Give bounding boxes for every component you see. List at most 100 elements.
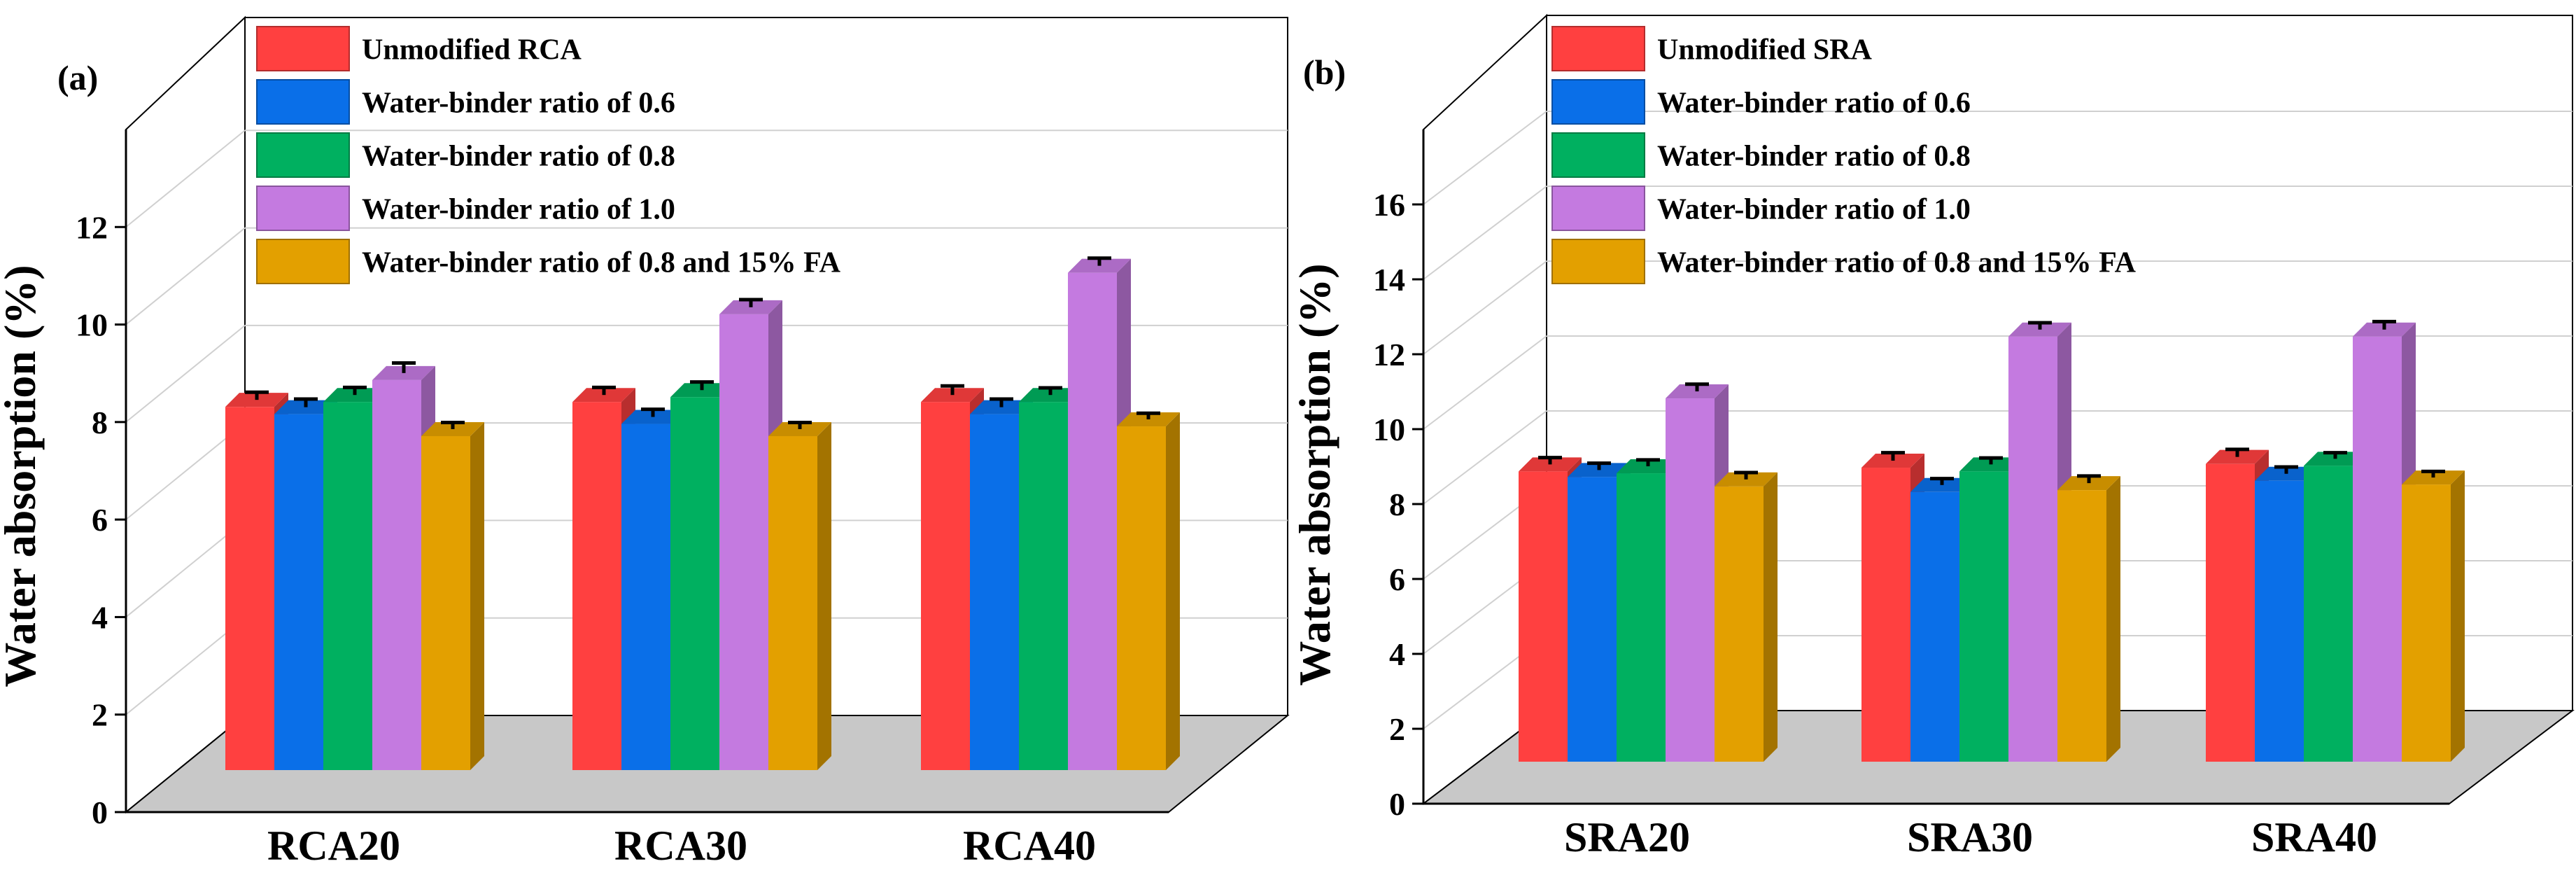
bar xyxy=(1666,398,1715,762)
gridline-side xyxy=(1423,410,1547,505)
y-tick-label: 12 xyxy=(1373,337,1405,372)
y-tick-label: 4 xyxy=(1389,636,1405,672)
y-axis-title: Water absorption (%) xyxy=(0,265,45,687)
legend-swatch xyxy=(1551,132,1645,178)
gridline-side xyxy=(125,422,246,520)
y-tick-label: 2 xyxy=(92,697,108,733)
y-tick-label: 12 xyxy=(76,209,108,245)
bar xyxy=(1959,471,2008,762)
bar-side xyxy=(1166,412,1180,770)
legend-entry: Water-binder ratio of 0.6 xyxy=(1657,88,1971,120)
y-tick-label: 14 xyxy=(1373,262,1405,298)
legend-entry: Water-binder ratio of 0.6 xyxy=(362,88,675,120)
bar xyxy=(372,379,421,770)
bar xyxy=(2206,463,2255,762)
gridline-side xyxy=(125,130,246,228)
category-label: SRA20 xyxy=(1564,814,1690,860)
legend-swatch xyxy=(256,239,350,284)
legend-entry: Water-binder ratio of 1.0 xyxy=(362,194,675,226)
y-tick-label: 6 xyxy=(1389,561,1405,597)
legend-swatch xyxy=(256,186,350,231)
legend-swatch xyxy=(1551,79,1645,125)
bar xyxy=(768,435,817,770)
bar xyxy=(225,407,274,770)
bar-side xyxy=(2451,470,2465,762)
bar xyxy=(2353,336,2402,762)
legend-swatch xyxy=(256,132,350,178)
legend-entry: Water-binder ratio of 0.8 xyxy=(362,141,675,173)
bar-group-SRA30 xyxy=(1861,321,2120,762)
gridline-side xyxy=(125,519,246,618)
legend-swatch xyxy=(1551,239,1645,284)
y-tick-label: 0 xyxy=(1389,786,1405,822)
bar xyxy=(719,314,768,770)
legend-entry: Water-binder ratio of 1.0 xyxy=(1657,194,1971,226)
bar xyxy=(1861,468,1910,762)
y-tick-label: 6 xyxy=(92,502,108,538)
y-tick-label: 8 xyxy=(1389,487,1405,522)
bar xyxy=(1068,272,1117,771)
gridline-side xyxy=(1423,260,1547,355)
legend-swatch xyxy=(1551,186,1645,231)
panel-label: (a) xyxy=(57,58,98,97)
y-tick-label: 10 xyxy=(76,307,108,343)
bar xyxy=(2057,490,2106,762)
gridline-side xyxy=(125,227,246,326)
panel-label: (b) xyxy=(1303,53,1346,92)
category-label: RCA40 xyxy=(963,823,1096,869)
y-axis-title: Water absorption (%) xyxy=(1290,263,1339,685)
legend: Unmodified RCA Water-binder ratio of 0.6 W… xyxy=(256,26,841,284)
bar-side xyxy=(1764,472,1778,762)
y-tick-label: 10 xyxy=(1373,412,1405,447)
chart-panel-b: 0 2 4 6 8 10 12 14 16 Water absorption (%) (b) SRA2… xyxy=(1290,13,2575,860)
bar-side xyxy=(2106,476,2120,762)
category-label: SRA30 xyxy=(1907,814,2033,860)
bar xyxy=(2304,466,2353,762)
bar-group-RCA30 xyxy=(572,298,831,770)
bar xyxy=(2402,484,2451,762)
legend-entry: Water-binder ratio of 0.8 and 15% FA xyxy=(362,247,841,279)
bar xyxy=(1617,473,1666,762)
y-tick-label: 4 xyxy=(92,599,108,635)
y-tick-label: 16 xyxy=(1373,187,1405,223)
bar xyxy=(621,424,670,770)
bar-group-SRA40 xyxy=(2206,319,2465,762)
bar xyxy=(1519,471,1568,762)
bar-side xyxy=(470,421,484,770)
y-tick-label: 2 xyxy=(1389,711,1405,747)
chart-panel-a: 0 2 4 6 8 10 12 Water absorption (%) (a) RCA20 RCA… xyxy=(0,15,1290,869)
bar xyxy=(1715,486,1764,762)
legend-swatch xyxy=(256,26,350,71)
bar-group-RCA20 xyxy=(225,361,484,770)
bar-group-SRA20 xyxy=(1519,382,1778,762)
bar xyxy=(921,402,970,770)
legend-entry: Water-binder ratio of 0.8 xyxy=(1657,141,1971,173)
category-label: RCA20 xyxy=(267,823,400,869)
gridline-side xyxy=(1423,186,1547,280)
bar-side xyxy=(817,421,831,770)
legend-swatch xyxy=(1551,26,1645,71)
bar xyxy=(421,435,470,770)
bar xyxy=(2008,336,2057,762)
bar-group-RCA40 xyxy=(921,256,1180,771)
legend: Unmodified SRA Water-binder ratio of 0.6 W… xyxy=(1551,26,2137,284)
bar xyxy=(970,414,1019,770)
y-tick-label: 0 xyxy=(92,795,108,830)
bar xyxy=(1019,402,1068,770)
bar xyxy=(274,414,323,770)
y-tick-label: 8 xyxy=(92,405,108,440)
bar xyxy=(323,402,372,770)
legend-entry: Unmodified SRA xyxy=(1657,34,1873,67)
bar xyxy=(2255,480,2304,762)
gridline-side xyxy=(1423,335,1547,430)
legend-entry: Water-binder ratio of 0.8 and 15% FA xyxy=(1657,247,2137,279)
category-label: SRA40 xyxy=(2251,814,2377,860)
gridline-side xyxy=(1423,111,1547,205)
bar xyxy=(670,397,719,770)
bar xyxy=(1117,426,1166,770)
gridline-side xyxy=(125,325,246,423)
category-label: RCA30 xyxy=(614,823,747,869)
legend-entry: Unmodified RCA xyxy=(362,34,582,67)
legend-swatch xyxy=(256,79,350,125)
